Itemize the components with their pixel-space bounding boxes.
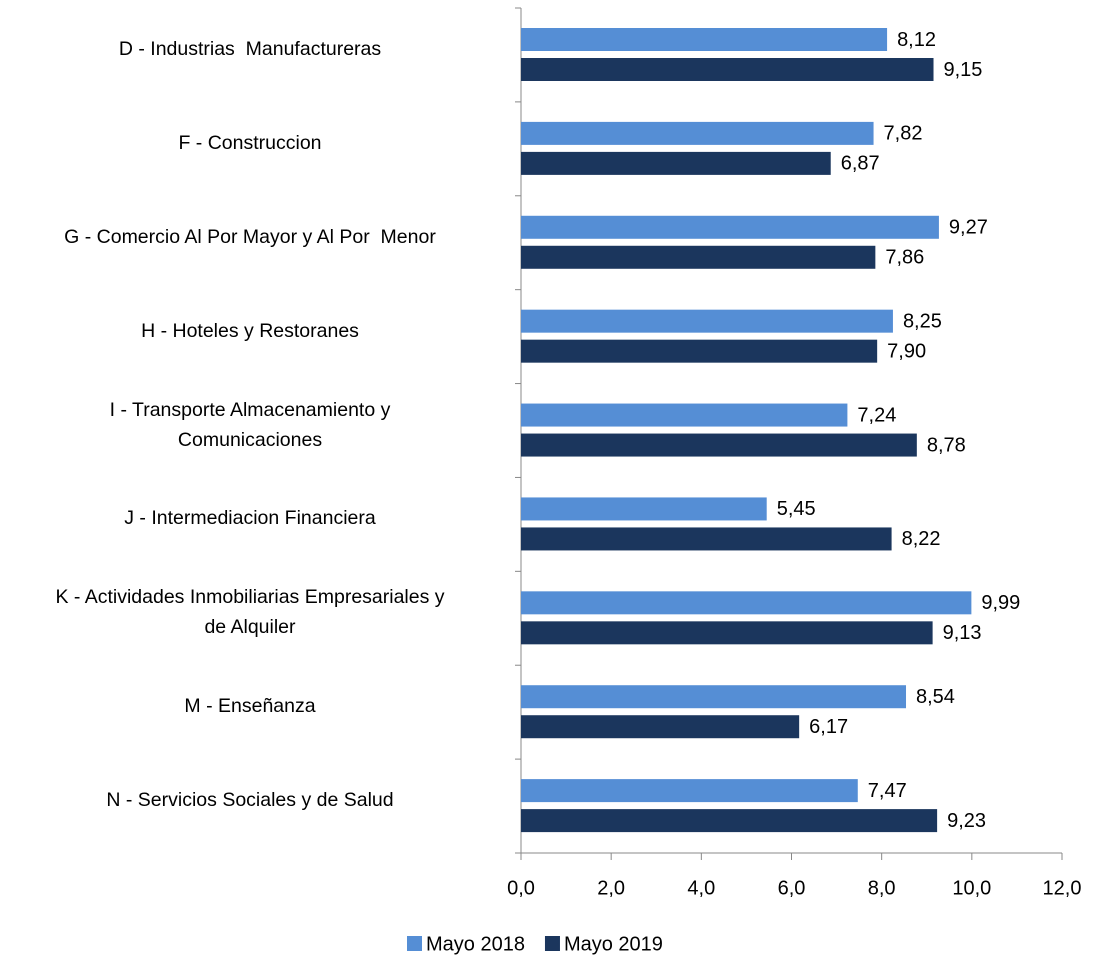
bar	[521, 121, 874, 145]
x-tick-label: 4,0	[687, 877, 715, 899]
x-tick-label: 0,0	[507, 877, 535, 899]
category-label: J - Intermediacion Financiera	[124, 507, 376, 530]
bar	[521, 339, 878, 363]
data-label: 9,13	[943, 622, 982, 644]
bar	[521, 433, 917, 457]
bar	[521, 527, 892, 551]
bar	[521, 685, 907, 709]
category-label: N - Servicios Sociales y de Salud	[106, 789, 394, 812]
bar	[521, 151, 831, 175]
category-label: I - Transporte Almacenamiento y Comunica…	[109, 398, 391, 451]
data-label: 9,23	[947, 810, 986, 832]
data-label: 8,12	[897, 29, 936, 51]
data-label: 7,90	[887, 340, 926, 362]
data-label: 7,86	[885, 247, 924, 269]
data-label: 5,45	[777, 498, 816, 520]
data-label: 9,27	[949, 217, 988, 239]
data-label: 8,54	[916, 686, 955, 708]
bar	[521, 715, 800, 739]
bar	[521, 403, 848, 427]
legend-swatch	[544, 936, 560, 951]
data-label: 9,15	[944, 59, 983, 81]
data-label: 6,87	[841, 153, 880, 175]
data-label: 8,22	[902, 528, 941, 550]
data-label: 7,47	[868, 780, 907, 802]
bar	[521, 591, 972, 615]
data-label: 8,78	[927, 434, 966, 456]
x-tick-label: 2,0	[597, 877, 625, 899]
bar	[521, 309, 893, 333]
legend-swatch	[407, 936, 422, 951]
bar	[521, 28, 888, 51]
category-label: D - Industrias Manufactureras	[118, 37, 382, 60]
data-label: 7,82	[884, 123, 923, 145]
data-label: 9,99	[981, 592, 1020, 614]
bar	[521, 497, 767, 521]
category-label: K - Actividades Inmobiliarias Empresaria…	[55, 586, 445, 639]
bar	[521, 809, 938, 833]
x-tick-label: 10,0	[952, 877, 991, 899]
category-label: H - Hoteles y Restoranes	[141, 319, 359, 342]
data-label: 6,17	[809, 716, 848, 738]
bar	[521, 215, 939, 239]
bar	[521, 245, 876, 269]
x-tick-label: 6,0	[778, 877, 806, 899]
data-label: 7,24	[857, 404, 896, 426]
bar	[521, 779, 858, 803]
category-label: G - Comercio Al Por Mayor y Al Por Menor	[64, 225, 436, 248]
legend-label: Mayo 2019	[564, 933, 663, 955]
category-label: F - Construccion	[178, 131, 322, 154]
x-tick-label: 8,0	[868, 877, 896, 899]
x-tick-label: 12,0	[1043, 877, 1082, 899]
legend-label: Mayo 2018	[426, 933, 525, 955]
data-label: 8,25	[903, 310, 942, 332]
category-label: M - Enseñanza	[184, 695, 316, 718]
bar	[521, 621, 933, 645]
bar	[521, 58, 934, 81]
